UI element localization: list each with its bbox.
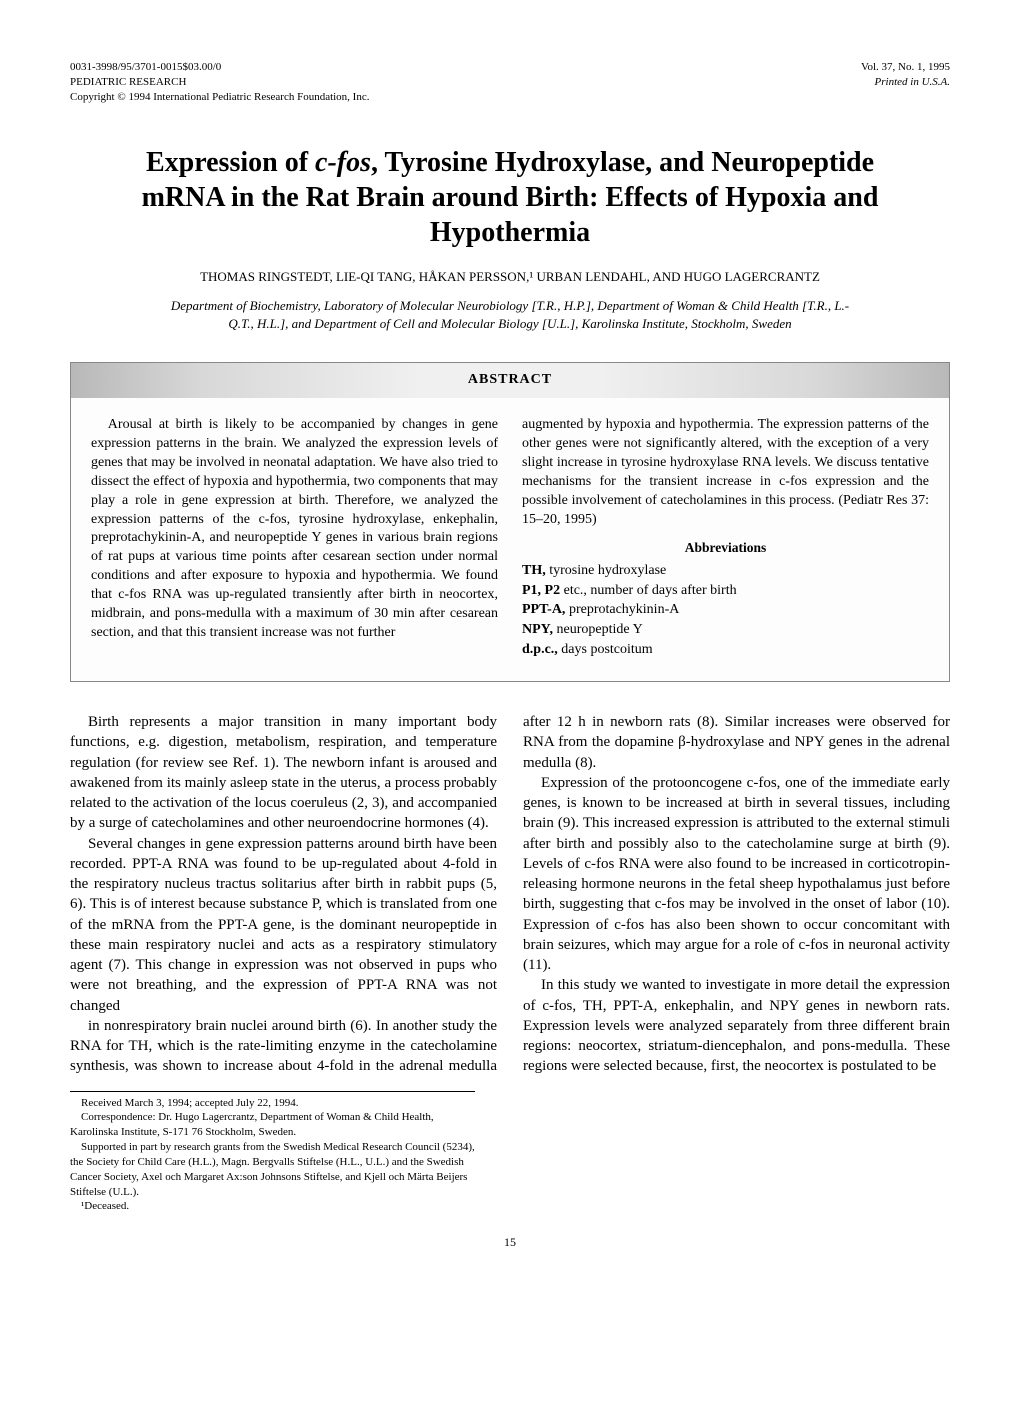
affiliation: Department of Biochemistry, Laboratory o… [160, 297, 860, 332]
abbrev-def: etc., number of days after birth [560, 583, 737, 598]
journal-name: PEDIATRIC RESEARCH [70, 75, 369, 90]
abstract-heading: ABSTRACT [71, 363, 949, 398]
abstract-box: ABSTRACT Arousal at birth is likely to b… [70, 362, 950, 682]
body-paragraph: In this study we wanted to investigate i… [523, 975, 950, 1076]
header-right: Vol. 37, No. 1, 1995 Printed in U.S.A. [861, 60, 950, 105]
journal-header: 0031-3998/95/3701-0015$03.00/0 PEDIATRIC… [70, 60, 950, 105]
footnote-correspondence: Correspondence: Dr. Hugo Lagercrantz, De… [70, 1110, 475, 1140]
abbrev-term: PPT-A, [522, 602, 565, 617]
abbrev-term: NPY, [522, 622, 553, 637]
body-text: Birth represents a major transition in m… [70, 712, 950, 1077]
abstract-col-left: Arousal at birth is likely to be accompa… [91, 416, 498, 661]
footnote-received: Received March 3, 1994; accepted July 22… [70, 1096, 475, 1111]
body-paragraph: Birth represents a major transition in m… [70, 712, 497, 834]
printed-in: Printed in U.S.A. [861, 75, 950, 90]
footnotes: Received March 3, 1994; accepted July 22… [70, 1091, 475, 1215]
title-gene: c-fos [315, 147, 371, 178]
abbrev-item: d.p.c., days postcoitum [522, 641, 929, 660]
abbrev-item: P1, P2 etc., number of days after birth [522, 582, 929, 601]
copyright-line: Copyright © 1994 International Pediatric… [70, 90, 369, 105]
abbrev-item: TH, tyrosine hydroxylase [522, 562, 929, 581]
abbrev-def: days postcoitum [558, 642, 653, 657]
abbrev-term: d.p.c., [522, 642, 558, 657]
footnote-deceased: ¹Deceased. [70, 1199, 475, 1214]
abbreviations-list: TH, tyrosine hydroxylase P1, P2 etc., nu… [522, 562, 929, 660]
abbrev-def: tyrosine hydroxylase [546, 563, 667, 578]
abstract-text-right: augmented by hypoxia and hypothermia. Th… [522, 416, 929, 529]
abstract-text-left: Arousal at birth is likely to be accompa… [91, 416, 498, 643]
page-number: 15 [70, 1234, 950, 1250]
abbrev-item: NPY, neuropeptide Y [522, 621, 929, 640]
title-part-1: Expression of [146, 147, 315, 178]
abstract-col-right: augmented by hypoxia and hypothermia. Th… [522, 416, 929, 661]
abbrev-def: neuropeptide Y [553, 622, 643, 637]
abbreviations-heading: Abbreviations [522, 539, 929, 557]
abbrev-term: P1, P2 [522, 583, 560, 598]
abstract-body: Arousal at birth is likely to be accompa… [71, 398, 949, 681]
article-title: Expression of c-fos, Tyrosine Hydroxylas… [130, 145, 890, 250]
volume-issue: Vol. 37, No. 1, 1995 [861, 60, 950, 75]
abbrev-item: PPT-A, preprotachykinin-A [522, 601, 929, 620]
authors: THOMAS RINGSTEDT, LIE-QI TANG, HÅKAN PER… [70, 268, 950, 286]
header-left: 0031-3998/95/3701-0015$03.00/0 PEDIATRIC… [70, 60, 369, 105]
abbrev-term: TH, [522, 563, 546, 578]
body-paragraph: Several changes in gene expression patte… [70, 834, 497, 1016]
abbrev-def: preprotachykinin-A [565, 602, 679, 617]
issn-line: 0031-3998/95/3701-0015$03.00/0 [70, 60, 369, 75]
body-paragraph: Expression of the protooncogene c-fos, o… [523, 773, 950, 976]
footnote-support: Supported in part by research grants fro… [70, 1140, 475, 1199]
